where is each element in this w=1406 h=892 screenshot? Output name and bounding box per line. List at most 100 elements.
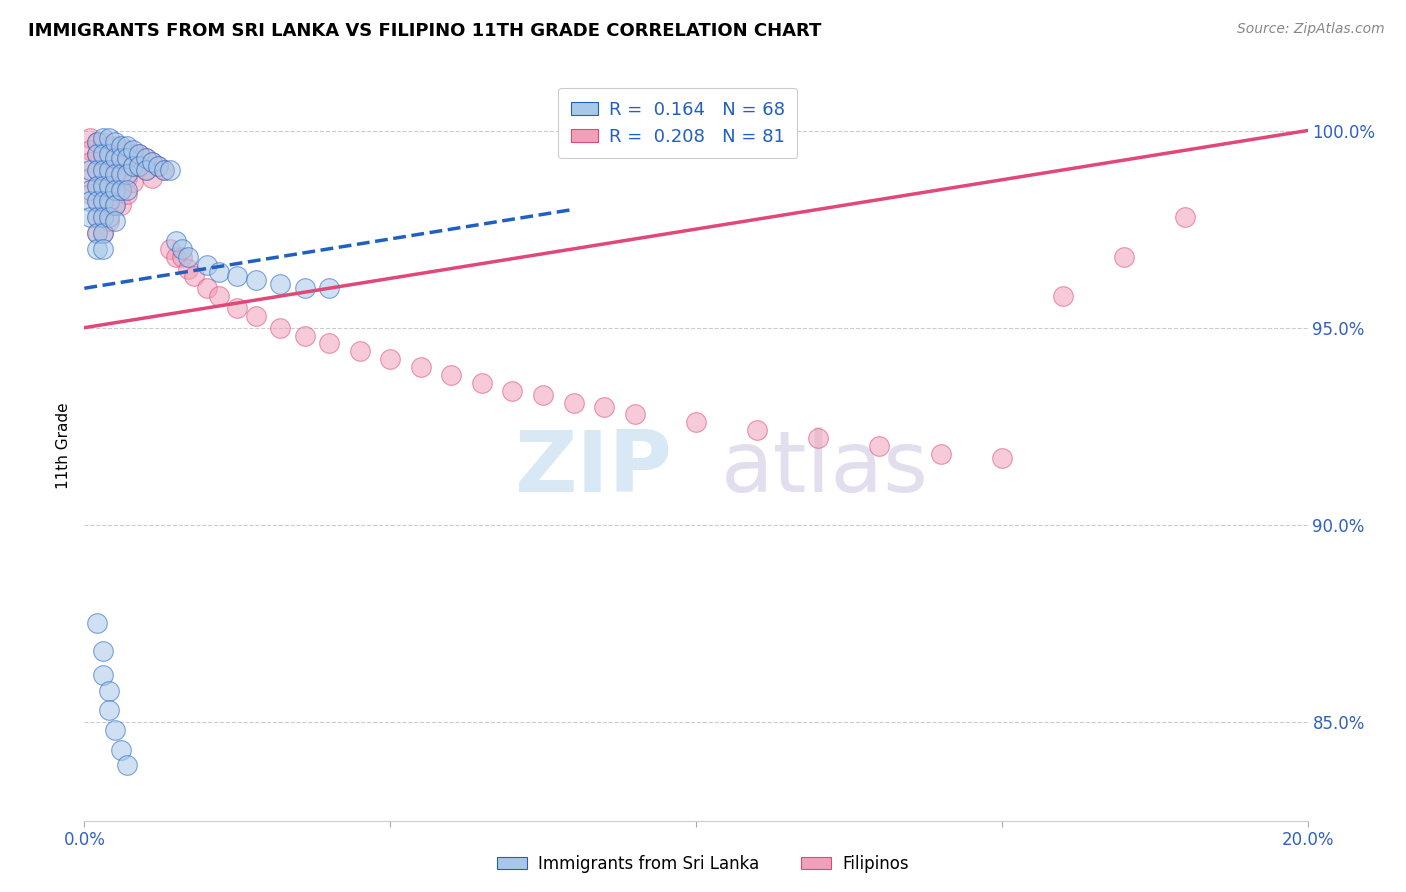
Point (1174, 211, 1197, 225)
Point (91, 163, 114, 178)
Point (195, 258, 218, 272)
Point (349, 344, 371, 359)
Point (318, 336, 340, 351)
Point (86, 147, 108, 161)
Point (86, 194, 108, 209)
Point (104, 139, 127, 153)
Point (502, 384, 524, 398)
Point (91, 194, 114, 209)
Point (208, 289, 231, 303)
Point (294, 328, 316, 343)
Point (86, 136, 108, 150)
Point (195, 281, 218, 295)
Point (135, 163, 157, 178)
Point (991, 450, 1014, 465)
Point (226, 269, 249, 284)
Point (91, 178, 114, 193)
Point (104, 167, 127, 181)
Text: Source: ZipAtlas.com: Source: ZipAtlas.com (1237, 22, 1385, 37)
Point (159, 242, 181, 256)
Point (79, 143, 101, 157)
Point (115, 139, 138, 153)
Point (104, 151, 127, 165)
Point (91, 163, 114, 178)
Point (97, 214, 120, 228)
Point (531, 388, 554, 402)
Point (79, 131, 101, 145)
Point (115, 170, 138, 185)
Point (115, 167, 138, 181)
Point (79, 186, 101, 201)
Point (110, 143, 132, 157)
Point (91, 644, 114, 658)
Point (86, 163, 108, 178)
Point (141, 155, 163, 169)
Point (97, 703, 120, 717)
Point (110, 167, 132, 181)
Point (115, 155, 138, 169)
Point (110, 742, 132, 756)
Point (245, 273, 267, 287)
Point (177, 250, 200, 264)
Point (86, 194, 108, 209)
Point (146, 159, 169, 173)
Point (97, 151, 120, 165)
Point (115, 758, 138, 772)
Point (97, 163, 120, 178)
Point (122, 147, 145, 161)
Point (135, 163, 157, 178)
Point (110, 151, 132, 165)
Point (86, 147, 108, 161)
Point (269, 320, 291, 334)
Point (153, 163, 176, 178)
Point (104, 198, 127, 212)
Point (159, 163, 181, 178)
Point (97, 131, 120, 145)
Point (208, 265, 231, 279)
Point (183, 269, 205, 284)
Point (685, 415, 707, 429)
Point (91, 194, 114, 209)
Point (104, 214, 127, 228)
Point (128, 147, 150, 161)
Point (97, 178, 120, 193)
Point (79, 163, 101, 178)
Legend: R =  0.164   N = 68, R =  0.208   N = 81: R = 0.164 N = 68, R = 0.208 N = 81 (558, 88, 797, 158)
Point (97, 198, 120, 212)
Point (294, 281, 316, 295)
Point (269, 277, 291, 292)
Point (97, 211, 120, 225)
Point (226, 301, 249, 315)
Point (104, 723, 127, 737)
Point (104, 136, 127, 150)
Point (91, 667, 114, 681)
Point (165, 234, 187, 248)
Point (86, 211, 108, 225)
Point (380, 352, 402, 367)
Point (79, 155, 101, 169)
Point (91, 131, 114, 145)
Point (97, 139, 120, 153)
Point (177, 261, 200, 276)
Point (807, 431, 830, 445)
Point (172, 242, 194, 256)
Point (128, 159, 150, 173)
Point (110, 183, 132, 197)
Point (104, 151, 127, 165)
Point (141, 155, 163, 169)
Point (86, 178, 108, 193)
Text: atlas: atlas (720, 427, 928, 510)
Point (86, 242, 108, 256)
Point (104, 198, 127, 212)
Point (86, 226, 108, 240)
Point (86, 163, 108, 178)
Point (97, 167, 120, 181)
Point (110, 198, 132, 212)
Point (91, 242, 114, 256)
Point (104, 167, 127, 181)
Point (245, 309, 267, 323)
Point (165, 250, 187, 264)
Point (79, 170, 101, 185)
Point (79, 211, 101, 225)
Point (86, 226, 108, 240)
